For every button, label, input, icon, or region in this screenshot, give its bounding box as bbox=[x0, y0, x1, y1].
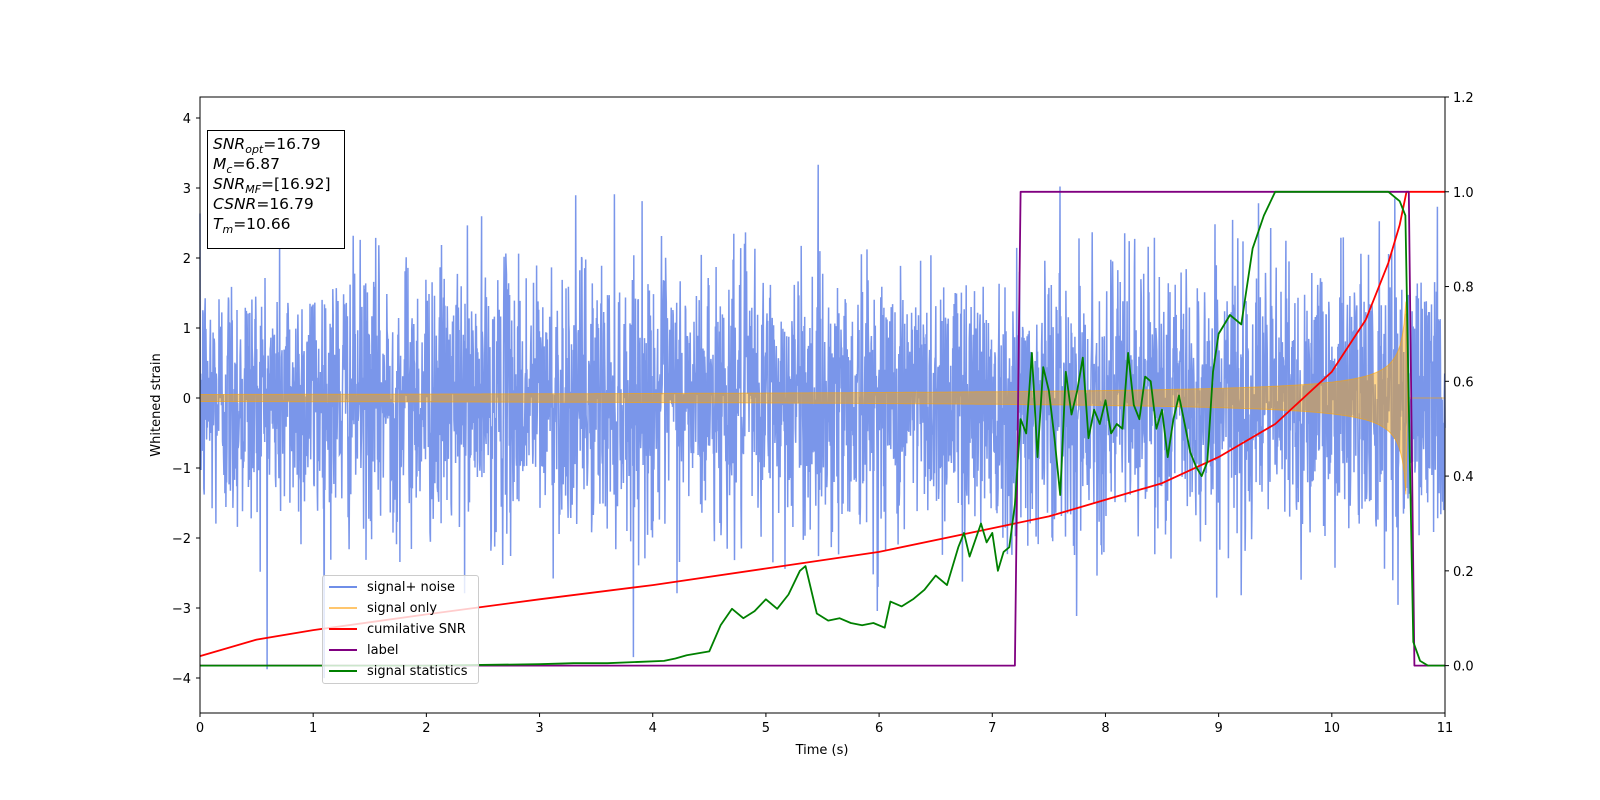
x-axis-label: Time (s) bbox=[795, 743, 849, 758]
legend-swatch bbox=[329, 628, 357, 630]
axis-ticks: 0 1 2 3 4 5 6 7 8 9 10 11 −4 −3 −2 −1 0 1 2 3 4 0.0 0.2 0.4 0.6 0… bbox=[172, 91, 1474, 736]
y-tick-label-left: −2 bbox=[172, 532, 191, 547]
info-chirp-mass: Mc=6.87 bbox=[213, 155, 280, 177]
legend-item-cumulative-snr: cumilative SNR bbox=[329, 619, 466, 639]
x-tick-label: 3 bbox=[535, 721, 543, 736]
legend-item-signal-only: signal only bbox=[329, 598, 437, 618]
y-tick-label-right: 1.0 bbox=[1453, 186, 1474, 201]
x-tick-label: 9 bbox=[1214, 721, 1222, 736]
x-tick-label: 8 bbox=[1101, 721, 1109, 736]
info-csnr-value: =16.79 bbox=[256, 195, 314, 213]
y-tick-label-right: 0.4 bbox=[1453, 470, 1474, 485]
series-signal-statistics bbox=[200, 190, 1445, 667]
legend-label: signal+ noise bbox=[367, 579, 456, 595]
y-tick-label-left: −4 bbox=[172, 672, 191, 687]
x-tick-label: 4 bbox=[649, 721, 657, 736]
x-tick-label: 10 bbox=[1324, 721, 1341, 736]
legend-label: signal only bbox=[367, 600, 438, 616]
legend-item-label: label bbox=[329, 640, 398, 660]
legend-swatch bbox=[329, 607, 357, 609]
info-snr-opt-value: =16.79 bbox=[263, 135, 321, 153]
info-snr-opt: SNRopt=16.79 bbox=[213, 135, 321, 157]
y-tick-label-left: 4 bbox=[183, 112, 191, 127]
y-axis-label: Whitened strain bbox=[149, 353, 164, 456]
x-tick-label: 0 bbox=[196, 721, 204, 736]
legend-swatch bbox=[329, 649, 357, 651]
y-tick-label-left: 0 bbox=[183, 392, 191, 407]
y-tick-label-left: 2 bbox=[183, 252, 191, 267]
series-signal-noise bbox=[199, 164, 1446, 679]
x-tick-label: 5 bbox=[762, 721, 770, 736]
info-snr-mf: SNRMF=[16.92] bbox=[213, 175, 331, 197]
y-tick-label-right: 1.2 bbox=[1453, 91, 1474, 106]
info-snr-mf-value: =[16.92] bbox=[261, 175, 331, 193]
x-tick-label: 6 bbox=[875, 721, 883, 736]
legend-swatch bbox=[329, 586, 357, 588]
y-tick-label-right: 0.8 bbox=[1453, 281, 1474, 296]
info-chirp-mass-value: =6.87 bbox=[232, 155, 280, 173]
legend-swatch bbox=[329, 670, 357, 672]
legend-label: label bbox=[367, 642, 399, 658]
parameter-info-box: SNRopt=16.79 Mc=6.87 SNRMF=[16.92] CSNR=… bbox=[207, 130, 345, 249]
legend: signal+ noise signal only cumilative SNR… bbox=[322, 575, 479, 684]
series-label bbox=[200, 190, 1445, 667]
x-tick-label: 2 bbox=[422, 721, 430, 736]
info-merger-time: Tm=10.66 bbox=[213, 215, 291, 237]
x-tick-label: 1 bbox=[309, 721, 317, 736]
legend-label: cumilative SNR bbox=[367, 621, 466, 637]
y-tick-label-right: 0.2 bbox=[1453, 565, 1474, 580]
series-signal-only bbox=[199, 301, 1445, 495]
legend-label: signal statistics bbox=[367, 663, 468, 679]
legend-item-signal-statistics: signal statistics bbox=[329, 661, 468, 681]
y-tick-label-right: 0.6 bbox=[1453, 375, 1474, 390]
x-tick-label: 7 bbox=[988, 721, 996, 736]
info-merger-time-value: =10.66 bbox=[233, 215, 291, 233]
info-csnr: CSNR=16.79 bbox=[213, 195, 314, 213]
y-tick-label-left: 3 bbox=[183, 182, 191, 197]
plot-frame bbox=[199, 96, 1446, 714]
y-tick-label-left: −1 bbox=[172, 462, 191, 477]
y-tick-label-right: 0.0 bbox=[1453, 660, 1474, 675]
y-tick-label-left: −3 bbox=[172, 602, 191, 617]
y-tick-label-left: 1 bbox=[183, 322, 191, 337]
x-tick-label: 11 bbox=[1437, 721, 1454, 736]
legend-item-signal-noise: signal+ noise bbox=[329, 577, 455, 597]
